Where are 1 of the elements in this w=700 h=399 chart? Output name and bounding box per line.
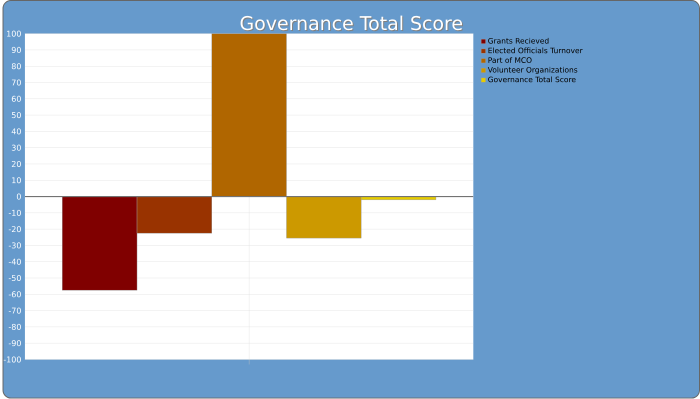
chart-title: Governance Total Score <box>242 16 464 32</box>
